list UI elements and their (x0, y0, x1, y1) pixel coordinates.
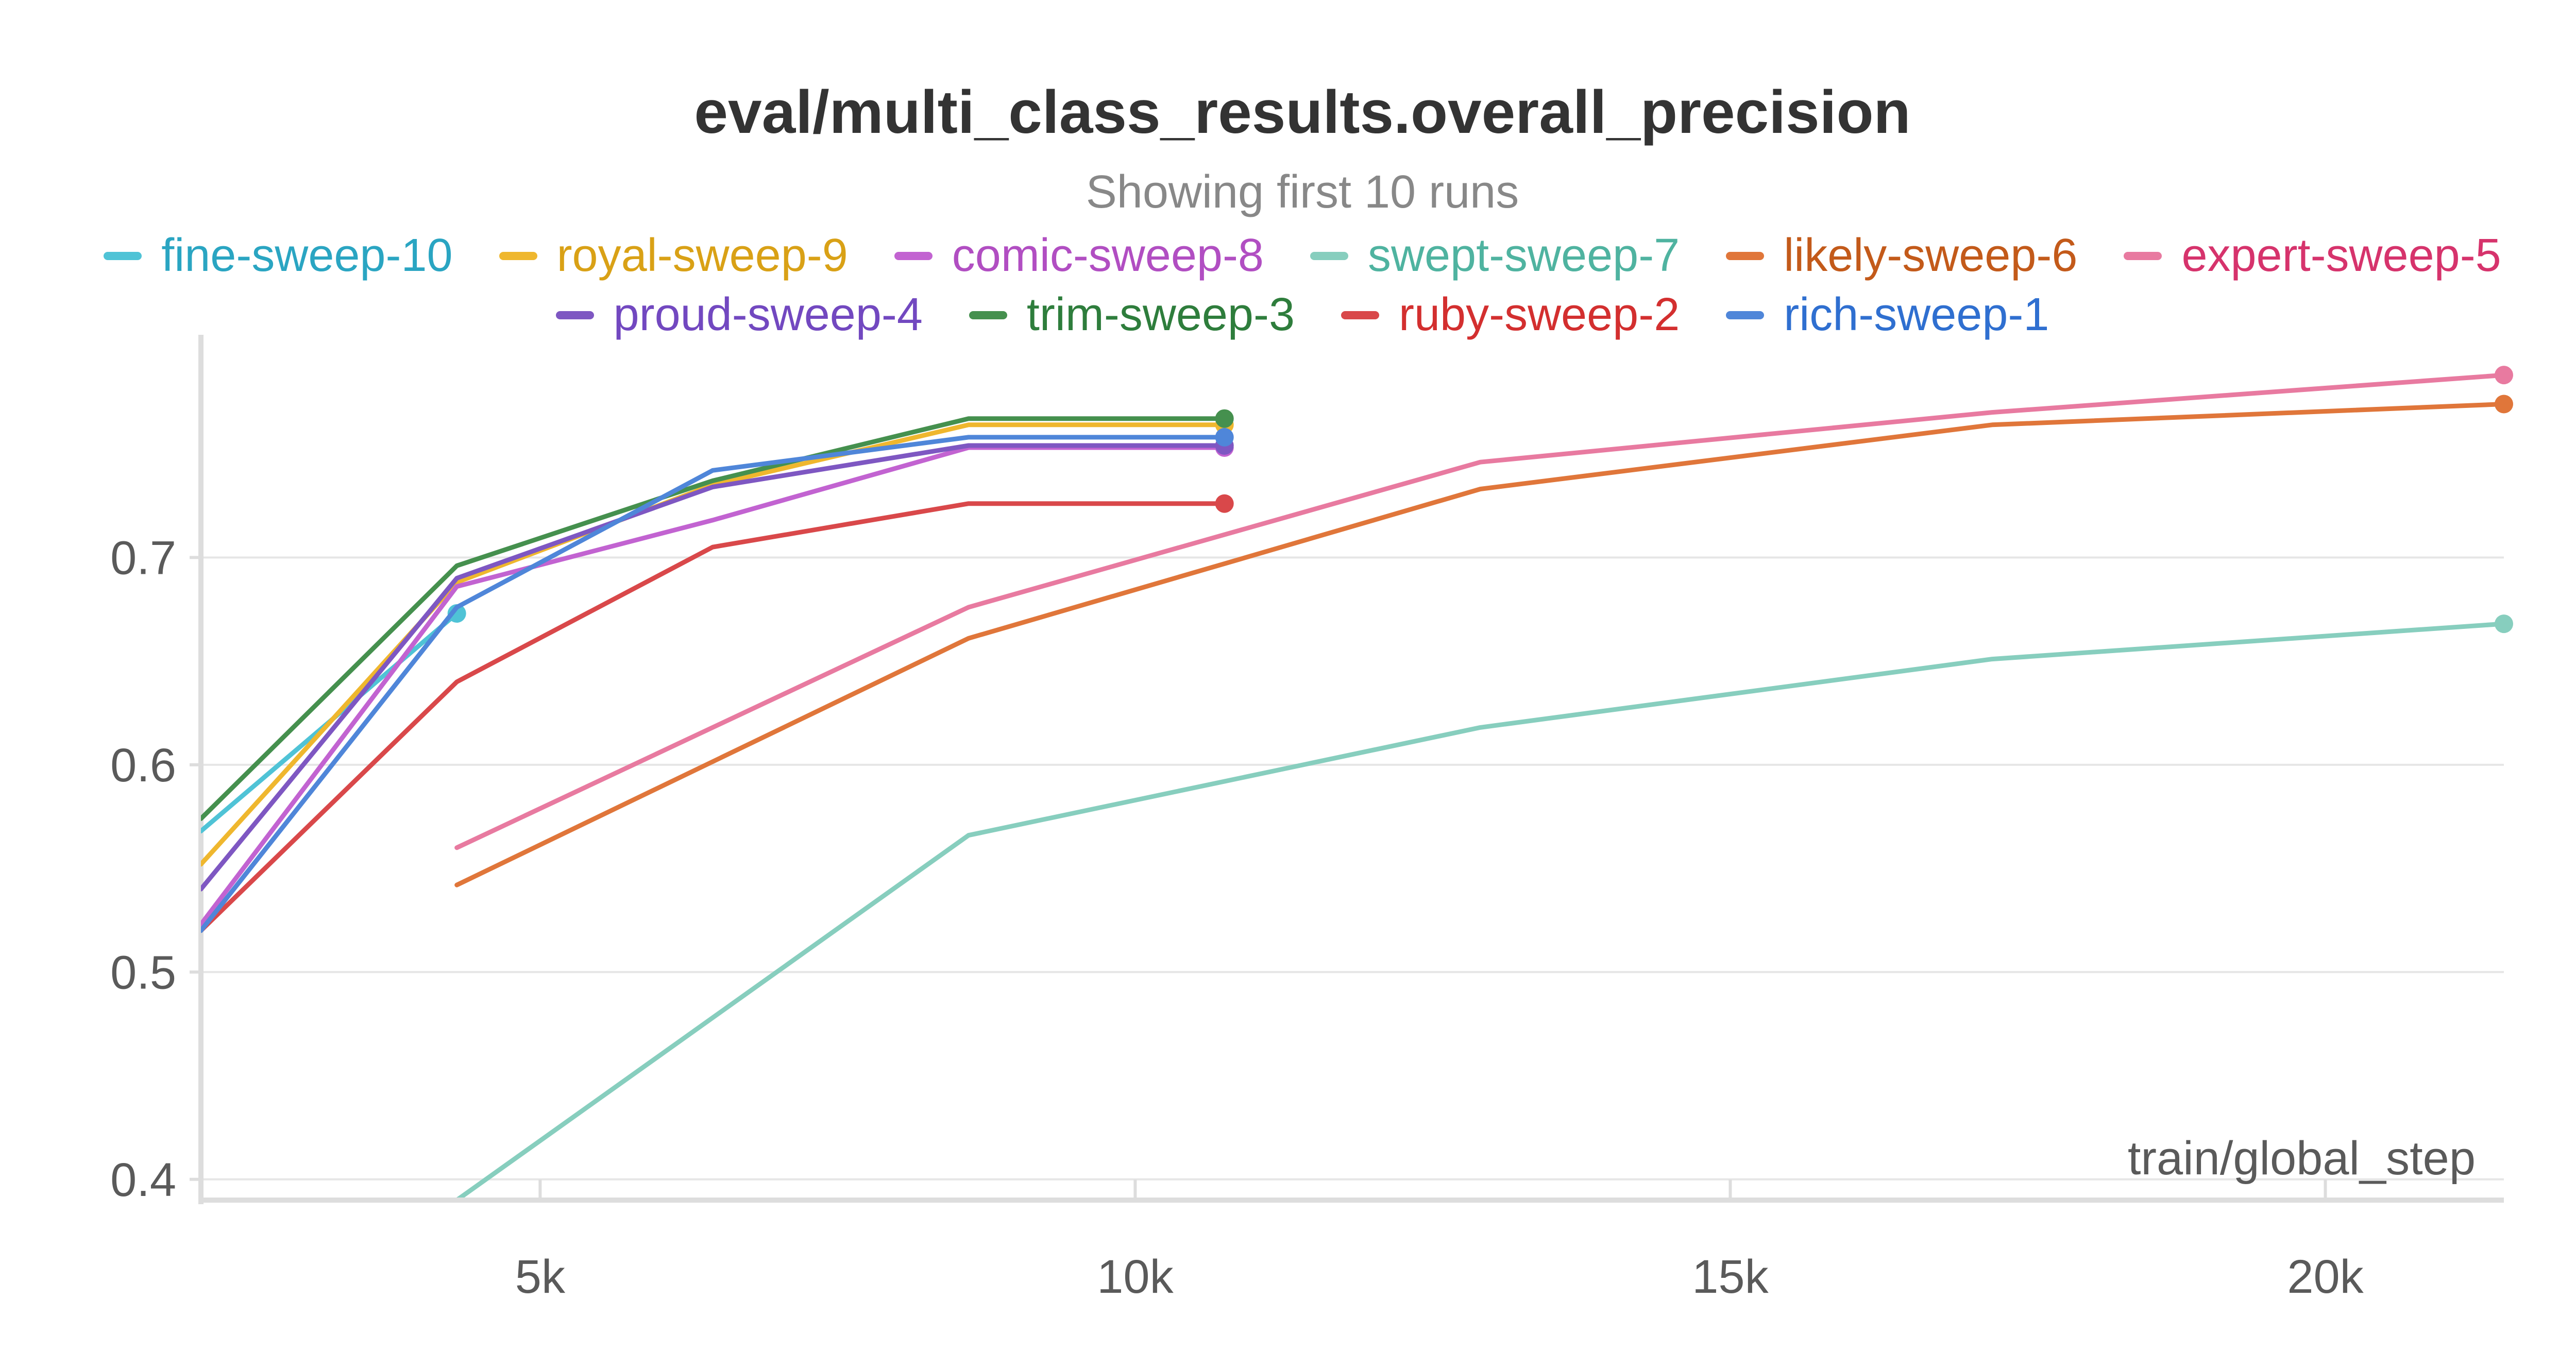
legend-label: expert-sweep-5 (2181, 230, 2501, 281)
legend-label: royal-sweep-9 (556, 230, 848, 281)
chart-title: eval/multi_class_results.overall_precisi… (694, 78, 1911, 146)
legend-item-proud-sweep-4[interactable]: proud-sweep-4 (555, 288, 923, 341)
legend-swatch (1726, 251, 1765, 260)
y-tick-label: 0.6 (110, 739, 176, 792)
legend-label: trim-sweep-3 (1026, 289, 1295, 340)
series-line-rich-sweep-1 (201, 435, 1227, 933)
legend-label: likely-sweep-6 (1784, 230, 2078, 281)
legend-swatch (1341, 311, 1380, 319)
legend-label: rich-sweep-1 (1784, 289, 2049, 340)
series-end-marker-likely-sweep-6 (2495, 395, 2513, 414)
series-end-marker-fine-sweep-10 (447, 604, 466, 623)
legend-item-fine-sweep-10[interactable]: fine-sweep-10 (104, 229, 453, 282)
series-line-likely-sweep-6 (454, 402, 2506, 887)
y-tick-label: 0.4 (110, 1154, 176, 1206)
legend-row-2: proud-sweep-4 trim-sweep-3 ruby-sweep-2 ric… (0, 288, 2576, 341)
legend-item-rich-sweep-1[interactable]: rich-sweep-1 (1726, 288, 2049, 341)
legend-swatch (894, 251, 933, 260)
chart-subtitle: Showing first 10 runs (1086, 166, 1519, 218)
legend-swatch (1726, 311, 1765, 319)
series-end-marker-rich-sweep-1 (1215, 427, 1234, 447)
legend-swatch (104, 251, 142, 260)
legend-swatch (1310, 251, 1348, 260)
legend-item-royal-sweep-9[interactable]: royal-sweep-9 (499, 229, 848, 282)
y-tick-label: 0.5 (110, 946, 176, 999)
x-tick-label: 20k (2287, 1251, 2364, 1303)
series-end-marker-expert-sweep-5 (2495, 366, 2513, 385)
legend-row-1: fine-sweep-10 royal-sweep-9 comic-sweep-8 s… (0, 229, 2576, 282)
legend-item-swept-sweep-7[interactable]: swept-sweep-7 (1310, 229, 1680, 282)
series-line-expert-sweep-5 (454, 372, 2506, 850)
x-tick-label: 10k (1097, 1251, 1174, 1303)
legend-swatch (969, 311, 1007, 319)
series-line-royal-sweep-9 (201, 422, 1227, 867)
legend-item-likely-sweep-6[interactable]: likely-sweep-6 (1726, 229, 2077, 282)
x-tick-label: 5k (515, 1251, 566, 1303)
series-line-comic-sweep-8 (201, 445, 1227, 927)
legend-item-ruby-sweep-2[interactable]: ruby-sweep-2 (1341, 288, 1680, 341)
legend-label: fine-sweep-10 (161, 230, 453, 281)
legend-label: comic-sweep-8 (952, 230, 1264, 281)
series-line-trim-sweep-3 (201, 416, 1227, 821)
legend-item-trim-sweep-3[interactable]: trim-sweep-3 (969, 288, 1295, 341)
y-tick-label: 0.7 (110, 532, 176, 584)
series-line-ruby-sweep-2 (201, 501, 1227, 933)
legend-label: ruby-sweep-2 (1399, 289, 1680, 340)
legend-label: swept-sweep-7 (1367, 230, 1680, 281)
legend-swatch (2124, 251, 2162, 260)
legend-label: proud-sweep-4 (613, 289, 923, 340)
series-end-marker-ruby-sweep-2 (1215, 494, 1234, 513)
series-line-swept-sweep-7 (456, 621, 2506, 1198)
series-end-marker-trim-sweep-3 (1215, 409, 1234, 428)
legend-swatch (555, 311, 594, 319)
legend-item-expert-sweep-5[interactable]: expert-sweep-5 (2124, 229, 2501, 282)
series-line-proud-sweep-4 (201, 443, 1227, 892)
legend-swatch (499, 251, 537, 260)
x-tick-label: 15k (1692, 1251, 1769, 1303)
x-axis-label: train/global_step (2128, 1132, 2476, 1185)
series-end-marker-swept-sweep-7 (2495, 614, 2513, 634)
legend-item-comic-sweep-8[interactable]: comic-sweep-8 (894, 229, 1264, 282)
